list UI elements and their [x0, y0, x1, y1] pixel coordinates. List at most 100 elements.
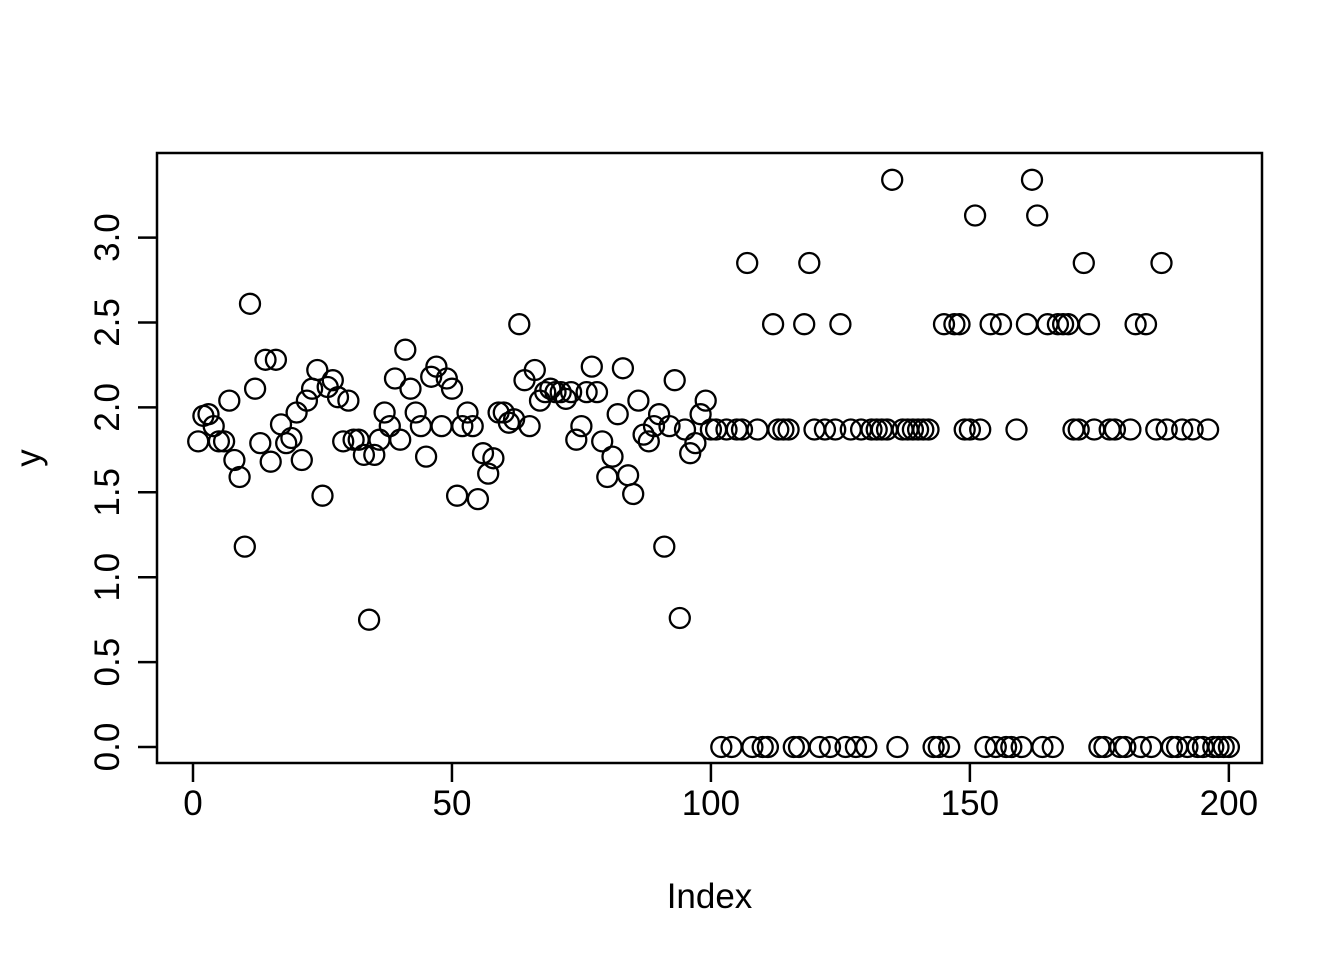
data-point — [1155, 418, 1178, 441]
x-tick-label: 50 — [432, 784, 471, 823]
data-point — [471, 442, 495, 465]
data-point — [264, 348, 288, 371]
data-point — [311, 484, 334, 507]
data-point — [637, 430, 660, 453]
data-point — [865, 418, 888, 441]
data-point — [1196, 418, 1220, 441]
data-point — [886, 735, 909, 759]
data-point — [228, 465, 251, 489]
data-point — [1000, 735, 1023, 759]
data-point — [736, 251, 759, 275]
data-point — [223, 448, 246, 472]
data-point — [844, 735, 868, 759]
data-point — [1005, 418, 1028, 441]
data-point — [539, 377, 562, 400]
y-tick-label: 0.5 — [88, 638, 127, 687]
data-point — [1207, 735, 1230, 759]
data-point — [782, 735, 805, 759]
data-point — [404, 401, 427, 424]
data-point — [1072, 251, 1095, 275]
data-point — [596, 465, 619, 489]
data-point — [787, 735, 811, 759]
data-point — [389, 428, 412, 451]
data-point — [1026, 204, 1049, 227]
data-point — [689, 403, 712, 426]
data-point — [679, 442, 702, 465]
data-point — [508, 313, 531, 336]
data-point — [824, 418, 847, 441]
data-point — [1171, 418, 1194, 441]
data-point — [622, 482, 645, 506]
data-point — [363, 443, 386, 467]
data-point — [233, 535, 256, 558]
data-point — [1108, 735, 1132, 759]
data-point — [958, 418, 982, 441]
data-point — [435, 367, 458, 390]
data-point — [430, 414, 453, 438]
data-point — [684, 431, 707, 455]
data-point — [1103, 418, 1127, 441]
data-point — [912, 418, 935, 441]
data-point — [1217, 735, 1241, 759]
data-point — [601, 445, 624, 468]
data-point — [1212, 735, 1235, 759]
data-point — [772, 418, 795, 441]
data-point — [653, 535, 676, 558]
data-point — [342, 428, 365, 451]
data-point — [953, 418, 976, 441]
data-point — [295, 389, 319, 412]
data-point — [559, 380, 583, 404]
x-axis-title: Index — [667, 877, 753, 916]
data-point — [1134, 313, 1158, 336]
data-point — [497, 411, 521, 434]
data-point — [746, 418, 769, 441]
data-point — [1176, 735, 1199, 759]
data-point — [1202, 735, 1225, 759]
data-point — [606, 403, 629, 426]
data-point — [1119, 418, 1142, 441]
data-point — [761, 313, 785, 336]
data-point — [357, 608, 381, 631]
x-axis-ticks-group: 0 50 100 150 200 — [183, 763, 1258, 823]
data-point — [477, 462, 500, 485]
data-point — [927, 735, 950, 759]
data-point — [1088, 735, 1111, 759]
data-point — [238, 292, 262, 315]
data-point — [197, 403, 220, 426]
y-tick-label: 1.0 — [88, 553, 127, 602]
y-tick-label: 2.5 — [88, 298, 127, 347]
x-tick-label: 200 — [1200, 784, 1258, 823]
data-point — [730, 418, 754, 441]
data-point — [445, 484, 469, 507]
data-point — [642, 414, 666, 438]
data-point — [1160, 735, 1184, 759]
data-point — [570, 414, 593, 438]
data-point — [523, 358, 546, 382]
data-point — [591, 430, 614, 453]
data-point — [1129, 735, 1152, 759]
data-point — [860, 418, 883, 441]
data-point — [420, 365, 443, 388]
x-tick-label: 0 — [183, 784, 202, 823]
data-point — [440, 377, 464, 400]
data-point — [1114, 735, 1137, 759]
data-point — [917, 418, 940, 441]
data-point — [518, 414, 541, 438]
data-point — [668, 606, 691, 630]
data-point — [1077, 313, 1101, 336]
data-point — [984, 735, 1007, 759]
data-point — [627, 389, 650, 412]
data-point — [321, 369, 344, 392]
data-point — [259, 450, 282, 473]
y-tick-label: 2.0 — [88, 383, 127, 432]
data-point — [663, 369, 686, 392]
data-points-group — [187, 168, 1241, 759]
data-point — [963, 204, 987, 227]
data-point — [793, 313, 816, 336]
data-point — [1020, 168, 1044, 191]
data-point — [818, 735, 842, 759]
data-point — [979, 313, 1002, 336]
data-point — [881, 168, 904, 191]
data-point — [994, 735, 1018, 759]
